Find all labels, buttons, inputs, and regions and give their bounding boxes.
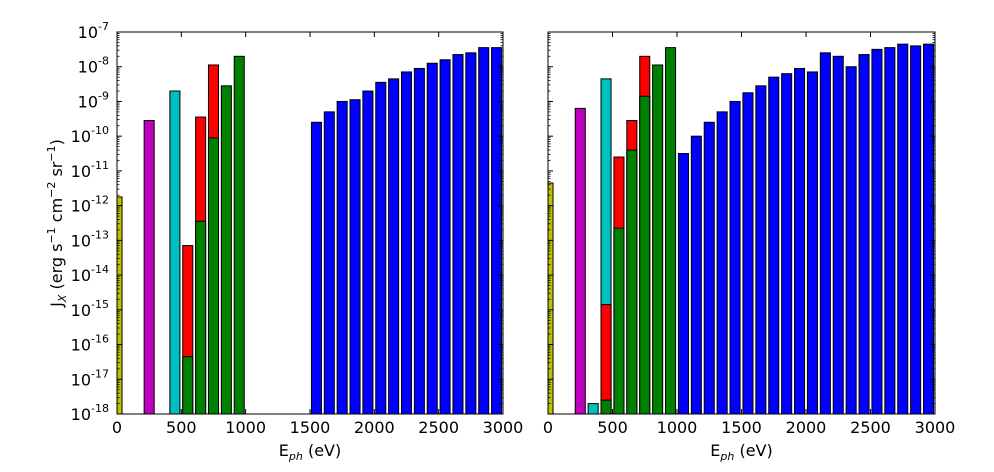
y-tick-label: 10-9: [78, 89, 109, 111]
bar: [349, 99, 361, 415]
bar: [716, 111, 728, 415]
bar: [794, 67, 806, 415]
x-tick-label: 2000: [354, 418, 395, 437]
bar: [116, 196, 123, 415]
y-tick-label: 10-11: [71, 159, 109, 181]
y-tick-label: 10-13: [71, 228, 109, 250]
bar: [574, 107, 586, 415]
right-panel: 0 500 1000 1500 2000 2500 3000 Eph (eV): [543, 31, 956, 463]
bar: [871, 48, 883, 415]
x-tick-label: 500: [597, 418, 628, 437]
bar: [336, 100, 348, 415]
bar: [600, 304, 612, 415]
x-tick-label: 1000: [657, 418, 698, 437]
bar: [755, 85, 767, 415]
x-axis-label: Eph (eV): [710, 441, 772, 463]
bar: [465, 52, 477, 415]
bar: [665, 47, 677, 415]
x-tick-label: 0: [112, 418, 122, 437]
y-tick-label: 10-16: [71, 333, 109, 355]
y-tick-label: 10-18: [71, 402, 109, 424]
bar: [819, 52, 831, 415]
bar: [703, 121, 715, 415]
y-tick-label: 10-12: [71, 194, 109, 216]
bar: [388, 78, 400, 415]
bar: [491, 47, 503, 415]
left-panel: 0 500 1000 1500 2000 2500 3000 10-18 10-17 10-16 1…: [45, 20, 523, 463]
bar: [362, 90, 374, 415]
bar: [781, 73, 793, 415]
y-tick-label: 10-8: [78, 55, 109, 77]
bar: [169, 90, 181, 415]
bar: [910, 45, 922, 415]
bar: [845, 66, 857, 415]
y-axis-label: JX (erg s−1 cm−2 sr−1): [45, 139, 69, 308]
x-tick-label: 2000: [786, 418, 827, 437]
bar: [143, 120, 155, 415]
bar: [587, 403, 599, 415]
bar: [897, 43, 909, 415]
x-axis-label: Eph (eV): [279, 441, 341, 463]
x-tick-label: 2500: [850, 418, 891, 437]
bar: [323, 111, 335, 415]
x-tick-label: 1000: [225, 418, 266, 437]
x-tick-label: 2500: [418, 418, 459, 437]
bar: [195, 220, 207, 415]
bar: [677, 153, 689, 415]
y-tick-label: 10-15: [71, 298, 109, 320]
bar: [439, 59, 451, 415]
x-tick-label: 0: [543, 418, 553, 437]
x-tick-label: 3000: [483, 418, 524, 437]
bar: [600, 399, 612, 415]
bar: [639, 95, 651, 415]
bar: [768, 76, 780, 415]
bar: [690, 135, 702, 415]
bar: [652, 64, 664, 415]
bar: [923, 43, 935, 415]
bar: [182, 356, 194, 415]
y-tick-label: 10-7: [78, 20, 109, 42]
bar: [220, 85, 232, 415]
x-tick-label: 1500: [721, 418, 762, 437]
bar: [426, 62, 438, 415]
x-tick-label: 500: [166, 418, 197, 437]
bar: [310, 121, 322, 415]
y-tick-label: 10-17: [71, 367, 109, 389]
bar: [413, 67, 425, 415]
bar: [806, 71, 818, 415]
y-tick-label: 10-14: [71, 263, 109, 285]
bar: [626, 149, 638, 415]
bar: [832, 55, 844, 415]
bar: [375, 81, 387, 415]
bar: [742, 92, 754, 415]
bar: [884, 47, 896, 415]
bar: [858, 54, 870, 415]
bar: [452, 54, 464, 415]
bar: [729, 100, 741, 415]
x-tick-label: 1500: [290, 418, 331, 437]
bar: [207, 137, 220, 415]
bar: [233, 55, 245, 415]
bar: [478, 47, 490, 415]
x-tick-label: 3000: [915, 418, 956, 437]
bar: [400, 71, 413, 415]
y-tick-label: 10-10: [71, 124, 109, 146]
bar: [613, 227, 625, 415]
